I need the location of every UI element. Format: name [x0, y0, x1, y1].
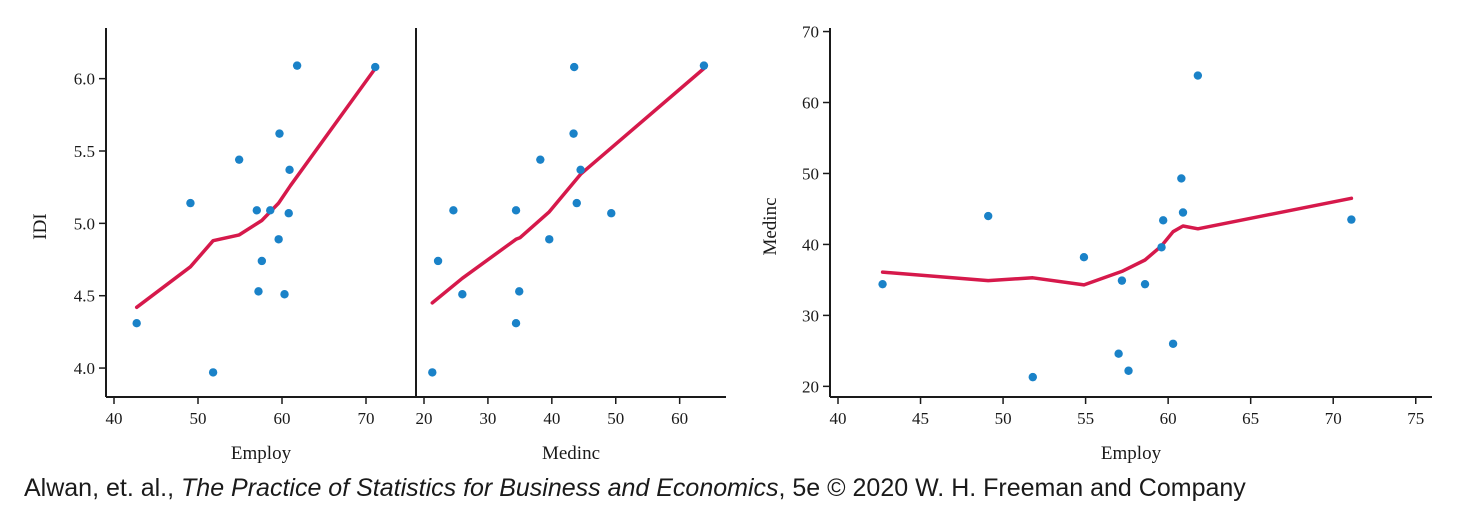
left-data-point-11: [284, 209, 293, 218]
right-data-point-11: [1177, 174, 1186, 183]
right-data-point-9: [1158, 216, 1168, 225]
left-y-axis-title: IDI: [30, 213, 51, 239]
middle-data-point-14: [699, 61, 709, 70]
right-x-axis-title: Employ: [1101, 443, 1162, 464]
middle-data-point-10: [569, 62, 579, 72]
right-x-tick-label-2: 50: [995, 409, 1012, 428]
credit-book-title: The Practice of Statistics for Business …: [181, 474, 779, 502]
right-y-tick-label-2: 40: [802, 235, 819, 254]
left-data-point-5: [254, 287, 263, 296]
middle-x-axis-title: Medinc: [542, 443, 600, 464]
left-data-point-1: [186, 198, 195, 208]
left-data-point-7: [266, 206, 275, 215]
left-x-tick-label-2: 60: [274, 409, 291, 428]
left-data-point-4: [252, 206, 261, 215]
right-x-tick-label-6: 70: [1325, 409, 1342, 428]
middle-data-point-11: [572, 198, 581, 208]
right-data-point-1: [984, 211, 993, 221]
middle-x-tick-label-4: 60: [671, 409, 688, 428]
right-data-point-8: [1157, 243, 1166, 252]
right-x-tick-label-7: 75: [1407, 409, 1424, 428]
middle-data-point-1: [433, 256, 443, 266]
left-data-point-9: [275, 129, 284, 138]
middle-data-point-9: [569, 129, 578, 138]
left-data-point-8: [274, 235, 283, 244]
middle-data-point-7: [536, 155, 545, 164]
middle-data-point-13: [607, 209, 616, 218]
right-y-tick-label-1: 30: [802, 306, 819, 325]
left-data-point-13: [292, 61, 302, 70]
middle-x-tick-label-1: 30: [479, 409, 496, 428]
right-data-point-7: [1140, 279, 1150, 289]
left-data-point-6: [257, 256, 267, 266]
right-x-tick-label-5: 65: [1242, 409, 1259, 428]
right-data-point-6: [1124, 366, 1133, 375]
figure-credit: Alwan, et. al., The Practice of Statisti…: [24, 474, 1246, 503]
left-x-tick-label-3: 70: [358, 409, 375, 428]
right-data-point-3: [1079, 253, 1089, 262]
right-data-point-10: [1168, 339, 1178, 348]
left-data-point-0: [132, 319, 141, 328]
middle-data-point-4: [511, 206, 521, 215]
right-y-axis-title: Medinc: [760, 197, 781, 255]
right-x-tick-label-0: 40: [830, 409, 847, 428]
credit-prefix: Alwan, et. al.,: [24, 474, 182, 502]
right-y-tick-label-3: 50: [802, 164, 819, 183]
middle-data-point-0: [428, 368, 437, 377]
middle-x-tick-label-2: 40: [543, 409, 560, 428]
left-y-tick-label-1: 4.5: [74, 287, 95, 306]
left-data-point-12: [285, 165, 294, 175]
middle-smooth-line: [430, 66, 706, 305]
middle-data-point-12: [576, 165, 585, 175]
right-data-point-5: [1117, 276, 1127, 285]
right-data-point-0: [878, 279, 887, 289]
left-y-tick-label-0: 4.0: [74, 359, 95, 378]
middle-data-point-8: [545, 235, 554, 244]
middle-data-point-2: [449, 206, 458, 215]
left-data-point-14: [371, 62, 380, 72]
right-data-point-4: [1114, 349, 1123, 358]
middle-x-tick-label-0: 20: [416, 409, 433, 428]
right-x-tick-label-4: 60: [1160, 409, 1177, 428]
scatter-figure: 40 50 60 70 4.0 4.5 5.0 5.5 6.0 Employ IDI 20 30 40 50…: [30, 23, 1432, 464]
left-y-tick-label-3: 5.5: [74, 142, 95, 161]
left-data-point-2: [208, 368, 218, 377]
left-x-tick-label-1: 50: [190, 409, 207, 428]
middle-data-point-5: [511, 319, 521, 328]
left-x-tick-label-0: 40: [106, 409, 123, 428]
right-y-tick-label-5: 70: [802, 23, 819, 42]
left-data-point-3: [234, 155, 244, 164]
middle-data-point-3: [458, 290, 467, 299]
left-y-tick-label-4: 6.0: [74, 70, 95, 89]
middle-data-point-6: [515, 287, 524, 296]
credit-suffix: , 5e © 2020 W. H. Freeman and Company: [778, 474, 1246, 502]
right-y-tick-label-0: 20: [802, 377, 819, 396]
left-smooth-line: [134, 66, 377, 310]
left-y-tick-label-2: 5.0: [74, 214, 95, 233]
right-x-tick-label-1: 45: [912, 409, 929, 428]
right-x-tick-label-3: 55: [1077, 409, 1094, 428]
right-y-tick-label-4: 60: [802, 94, 819, 113]
left-x-axis-title: Employ: [231, 443, 292, 464]
left-data-point-10: [280, 290, 289, 299]
right-data-point-13: [1193, 71, 1203, 80]
right-data-point-2: [1028, 372, 1037, 382]
right-smooth-line: [880, 196, 1354, 287]
right-data-point-14: [1347, 215, 1356, 224]
right-data-point-12: [1178, 208, 1188, 217]
middle-x-tick-label-3: 50: [607, 409, 624, 428]
